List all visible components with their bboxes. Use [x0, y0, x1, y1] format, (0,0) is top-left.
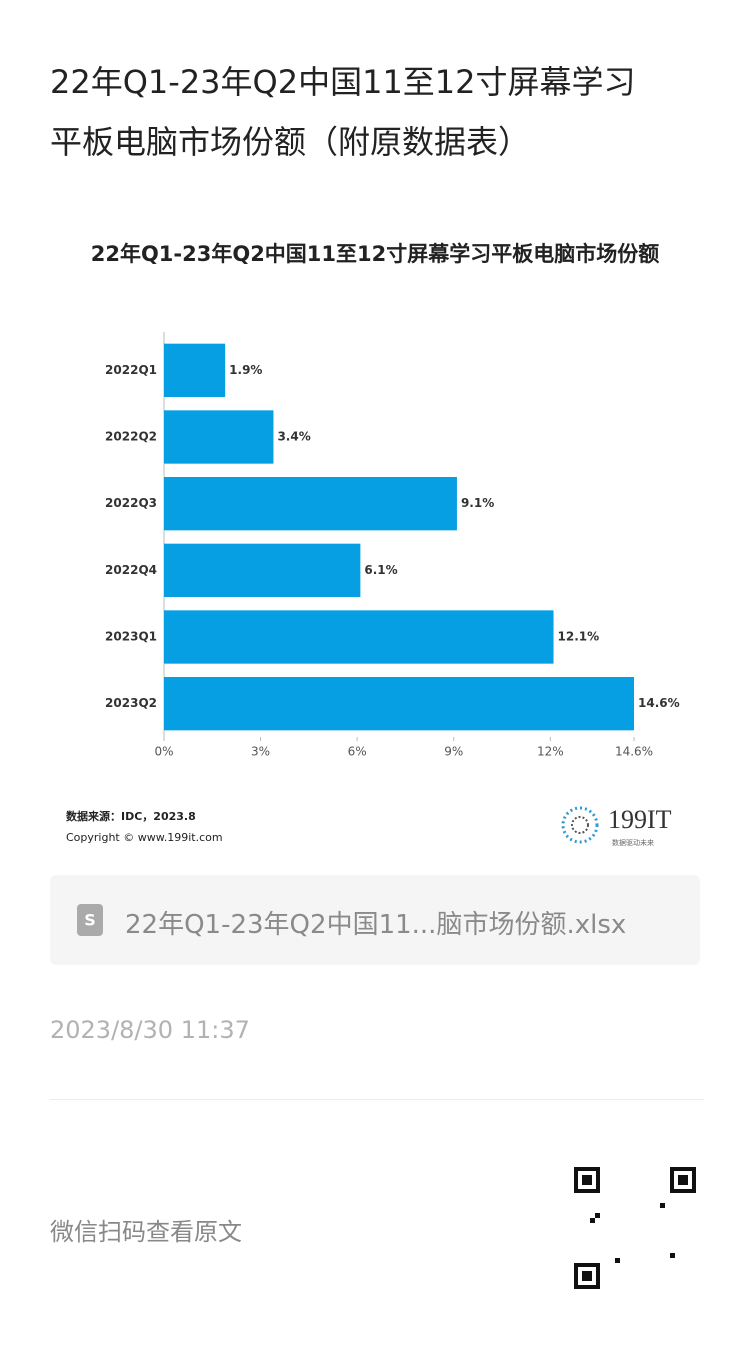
qr-module — [660, 1203, 665, 1208]
article-title: 22年Q1-23年Q2中国11至12寸屏幕学习平板电脑市场份额（附原数据表） — [50, 63, 636, 161]
value-label: 14.6% — [638, 696, 680, 710]
bar — [164, 343, 226, 397]
x-tick-label: 12% — [537, 745, 564, 759]
value-label: 3.4% — [277, 430, 310, 444]
bar — [164, 677, 634, 731]
chart: 22年Q1-23年Q2中国11至12寸屏幕学习平板电脑市场份额 数据来源：IDC… — [66, 242, 680, 847]
x-tick-label: 6% — [348, 745, 367, 759]
qr-code[interactable] — [574, 1167, 696, 1289]
source: 数据来源：IDC，2023.8 — [66, 809, 196, 823]
qr-module — [678, 1175, 688, 1185]
y-tick-label: 2023Q2 — [105, 696, 157, 710]
value-label: 1.9% — [229, 363, 262, 377]
logo-slogan: 数据驱动未来 — [612, 838, 654, 847]
svg-text:S: S — [84, 911, 96, 930]
qr-module — [590, 1218, 595, 1223]
qr-module — [595, 1213, 600, 1218]
bar — [164, 610, 554, 664]
y-tick-label: 2022Q4 — [105, 563, 157, 577]
date: 2023/8/30 11:37 — [50, 1016, 250, 1044]
chart-title: 22年Q1-23年Q2中国11至12寸屏幕学习平板电脑市场份额 — [91, 242, 660, 266]
attachment-name[interactable]: 22年Q1-23年Q2中国11...脑市场份额.xlsx — [125, 910, 627, 940]
qr-module — [582, 1271, 592, 1281]
logo-icon — [561, 806, 599, 844]
footer-text: 微信扫码查看原文 — [50, 1218, 242, 1246]
bar — [164, 543, 361, 597]
separator — [50, 1099, 704, 1100]
file-icon: S — [77, 904, 103, 936]
y-tick-label: 2022Q2 — [105, 430, 157, 444]
qr-module — [670, 1253, 675, 1258]
attachment-card[interactable]: S 22年Q1-23年Q2中国11...脑市场份额.xlsx — [50, 875, 700, 965]
x-tick-label: 14.6% — [615, 745, 653, 759]
x-tick-label: 9% — [444, 745, 463, 759]
x-tick-label: 3% — [251, 745, 270, 759]
value-label: 12.1% — [558, 630, 600, 644]
bar — [164, 410, 274, 464]
value-label: 6.1% — [364, 563, 397, 577]
y-tick-label: 2022Q3 — [105, 496, 157, 510]
qr-module — [615, 1258, 620, 1263]
bar — [164, 477, 457, 531]
copyright: Copyright © www.199it.com — [66, 831, 223, 844]
value-label: 9.1% — [461, 496, 494, 510]
y-tick-label: 2022Q1 — [105, 363, 157, 377]
qr-module — [582, 1175, 592, 1185]
logo: 199IT — [608, 805, 672, 834]
x-tick-label: 0% — [154, 745, 173, 759]
y-tick-label: 2023Q1 — [105, 630, 157, 644]
